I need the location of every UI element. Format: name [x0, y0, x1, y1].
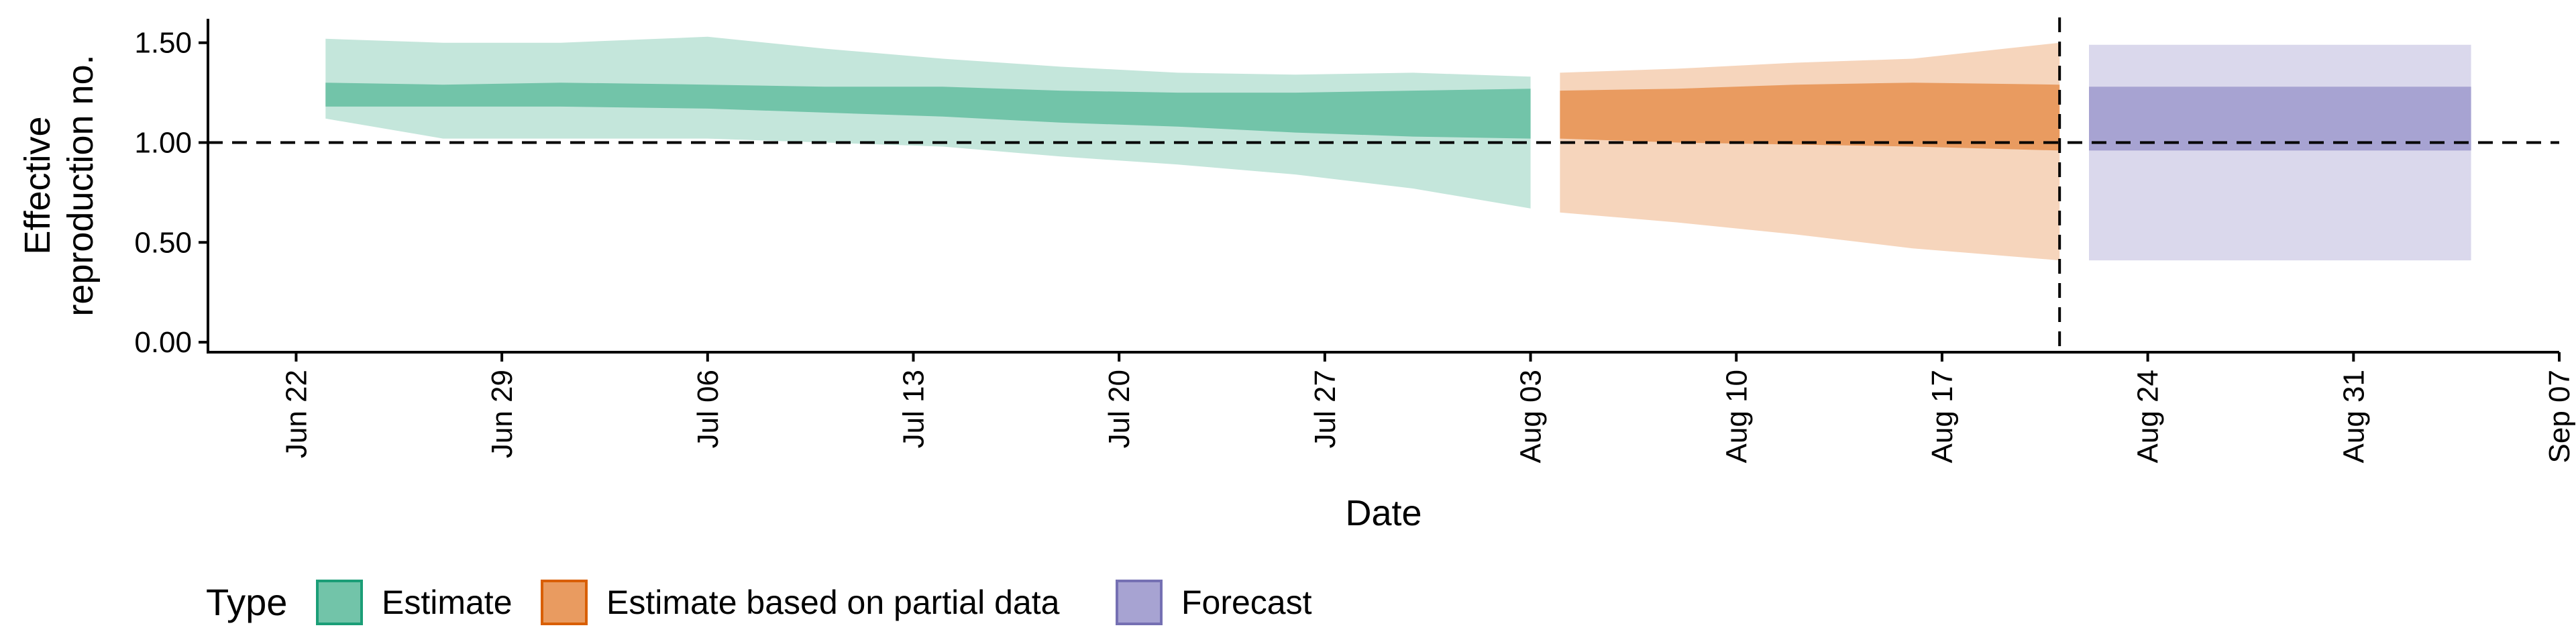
- legend-label-estimate-based-on-partial-data: Estimate based on partial data: [606, 584, 1060, 621]
- x-tick-label: Jul 20: [1103, 370, 1136, 448]
- x-tick-label: Jul 27: [1309, 370, 1342, 448]
- x-tick-label: Jul 13: [898, 370, 930, 448]
- x-tick-label: Aug 31: [2337, 370, 2370, 463]
- x-tick-label: Aug 10: [1720, 370, 1753, 463]
- y-tick-label: 0.00: [134, 326, 192, 359]
- x-tick-label: Sep 07: [2543, 370, 2576, 463]
- x-tick-label: Jun 29: [486, 370, 519, 458]
- x-tick-label: Aug 24: [2132, 370, 2165, 463]
- x-tick-label: Jun 22: [280, 370, 313, 458]
- x-axis-title: Date: [1345, 493, 1421, 533]
- axes-layer: 0.00 0.50 1.00 1.50 Jun 22 Jun 29 Jul 06 Jul 13…: [134, 19, 2576, 463]
- legend-key-forecast: [1116, 580, 1163, 625]
- y-axis-title-line: reproduction no.: [60, 54, 101, 316]
- legend-label-estimate: Estimate: [382, 584, 513, 621]
- y-axis-title-line: Effective: [17, 116, 58, 254]
- x-tick-label: Jul 06: [692, 370, 724, 448]
- legend: Type Estimate Estimate based on partial da…: [206, 580, 1312, 625]
- band-50-estimate-based-on-partial-data: [1560, 83, 2060, 151]
- band-50-forecast: [2089, 87, 2471, 151]
- band-90-forecast: [2089, 44, 2471, 261]
- y-tick-label: 1.50: [134, 27, 192, 60]
- band-50-estimate: [325, 83, 1531, 139]
- legend-title: Type: [206, 581, 287, 623]
- band-90-estimate: [325, 36, 1531, 209]
- reference-lines: [208, 17, 2559, 352]
- y-tick-label: 1.00: [134, 127, 192, 160]
- x-tick-label: Aug 17: [1926, 370, 1959, 463]
- bands-layer: [325, 36, 2471, 261]
- legend-key-estimate-based-on-partial-data: [541, 580, 588, 625]
- legend-key-estimate: [316, 580, 363, 625]
- y-axis-title: Effectivereproduction no.: [17, 54, 101, 316]
- band-90-estimate-based-on-partial-data: [1560, 42, 2060, 261]
- legend-label-forecast: Forecast: [1181, 584, 1312, 621]
- x-tick-label: Aug 03: [1515, 370, 1548, 463]
- y-tick-label: 0.50: [134, 226, 192, 259]
